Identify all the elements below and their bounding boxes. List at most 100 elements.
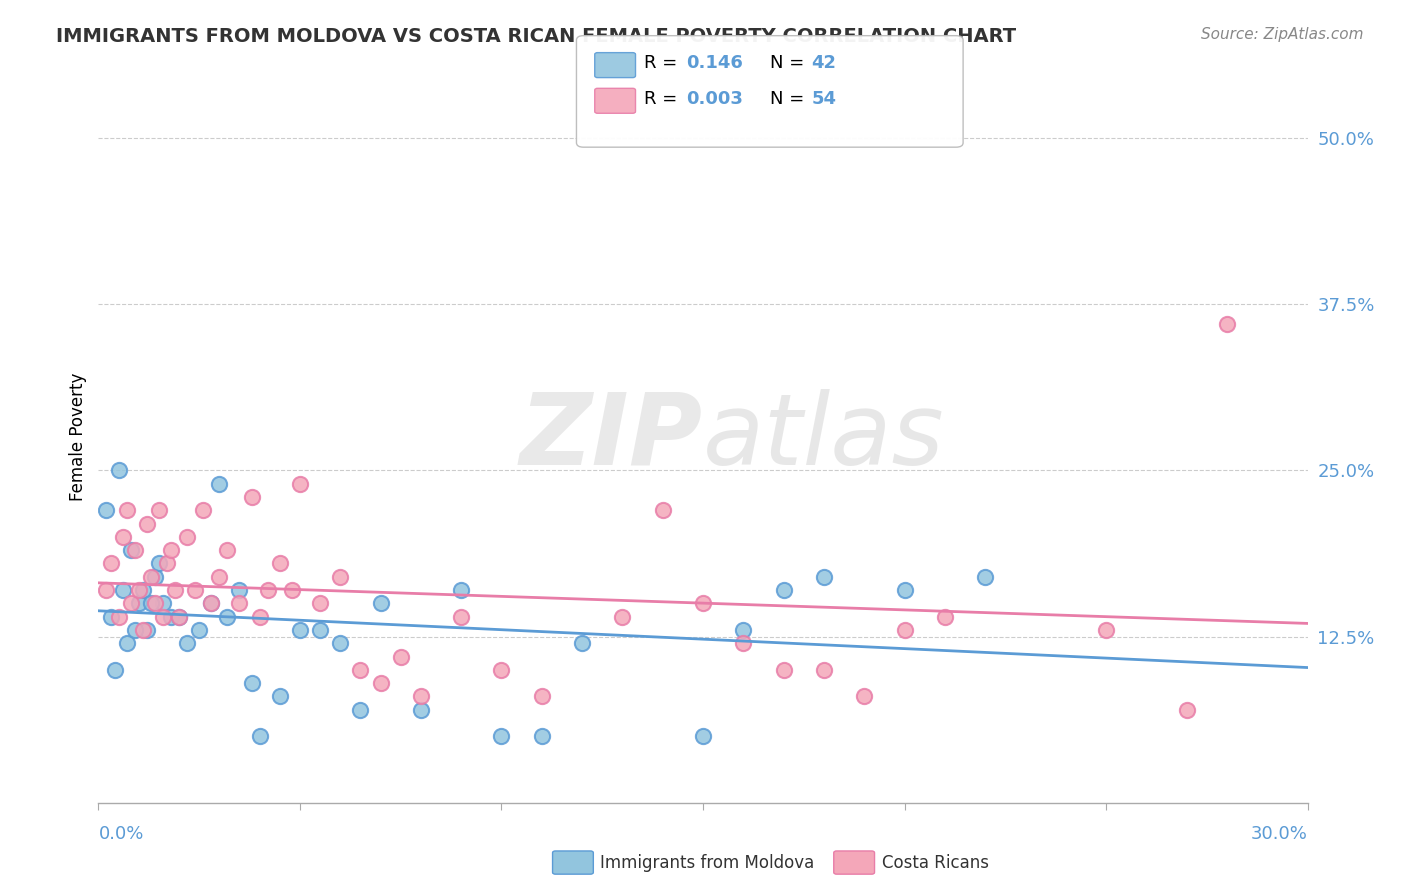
Text: 0.003: 0.003 xyxy=(686,90,742,108)
Point xyxy=(491,729,513,743)
Point xyxy=(450,609,472,624)
Point xyxy=(1095,623,1118,637)
Point xyxy=(148,557,170,571)
Point xyxy=(228,582,250,597)
Point xyxy=(124,623,146,637)
Point xyxy=(160,609,183,624)
Text: Costa Ricans: Costa Ricans xyxy=(882,854,988,871)
Point xyxy=(269,690,291,704)
Point xyxy=(228,596,250,610)
Point xyxy=(132,582,155,597)
Point xyxy=(208,476,231,491)
Point xyxy=(349,703,371,717)
Point xyxy=(100,557,122,571)
Y-axis label: Female Poverty: Female Poverty xyxy=(69,373,87,501)
Point xyxy=(184,582,207,597)
Point xyxy=(772,582,794,597)
Point xyxy=(692,729,714,743)
Point xyxy=(249,729,271,743)
Point xyxy=(1216,317,1239,331)
Point xyxy=(148,503,170,517)
Point xyxy=(893,623,915,637)
Text: Source: ZipAtlas.com: Source: ZipAtlas.com xyxy=(1201,27,1364,42)
Text: R =: R = xyxy=(644,54,683,72)
Point xyxy=(893,582,915,597)
Point xyxy=(309,623,332,637)
Point xyxy=(733,636,755,650)
Point xyxy=(389,649,412,664)
Point xyxy=(612,609,634,624)
Point xyxy=(120,596,142,610)
Text: 30.0%: 30.0% xyxy=(1251,825,1308,843)
Point xyxy=(152,609,174,624)
Point xyxy=(309,596,332,610)
Text: Immigrants from Moldova: Immigrants from Moldova xyxy=(600,854,814,871)
Point xyxy=(269,557,291,571)
Point xyxy=(167,609,190,624)
Text: IMMIGRANTS FROM MOLDOVA VS COSTA RICAN FEMALE POVERTY CORRELATION CHART: IMMIGRANTS FROM MOLDOVA VS COSTA RICAN F… xyxy=(56,27,1017,45)
Point xyxy=(135,516,157,531)
Point xyxy=(163,582,186,597)
Point xyxy=(107,463,129,477)
Point xyxy=(111,530,134,544)
Text: N =: N = xyxy=(770,90,810,108)
Point xyxy=(208,570,231,584)
Point xyxy=(132,623,155,637)
Point xyxy=(96,503,118,517)
Text: 0.146: 0.146 xyxy=(686,54,742,72)
Point xyxy=(156,557,179,571)
Point xyxy=(329,570,352,584)
Text: atlas: atlas xyxy=(703,389,945,485)
Text: 0.0%: 0.0% xyxy=(98,825,143,843)
Point xyxy=(329,636,352,650)
Point xyxy=(370,676,392,690)
Point xyxy=(143,596,166,610)
Point xyxy=(167,609,190,624)
Point xyxy=(409,690,432,704)
Point xyxy=(139,596,162,610)
Point xyxy=(370,596,392,610)
Point xyxy=(100,609,122,624)
Point xyxy=(143,570,166,584)
Point xyxy=(139,570,162,584)
Point xyxy=(128,596,150,610)
Point xyxy=(288,476,311,491)
Point xyxy=(853,690,876,704)
Point xyxy=(240,676,263,690)
Point xyxy=(188,623,211,637)
Point xyxy=(733,623,755,637)
Point xyxy=(974,570,997,584)
Point xyxy=(135,623,157,637)
Point xyxy=(530,690,553,704)
Point xyxy=(772,663,794,677)
Point xyxy=(111,582,134,597)
Point xyxy=(176,530,198,544)
Point xyxy=(240,490,263,504)
Point xyxy=(813,663,835,677)
Point xyxy=(200,596,222,610)
Point xyxy=(934,609,956,624)
Point xyxy=(96,582,118,597)
Point xyxy=(128,582,150,597)
Point xyxy=(120,543,142,558)
Text: 42: 42 xyxy=(811,54,837,72)
Text: ZIP: ZIP xyxy=(520,389,703,485)
Point xyxy=(651,503,673,517)
Point xyxy=(107,609,129,624)
Point xyxy=(813,570,835,584)
Point xyxy=(256,582,278,597)
Point xyxy=(124,543,146,558)
Text: R =: R = xyxy=(644,90,683,108)
Point xyxy=(249,609,271,624)
Point xyxy=(409,703,432,717)
Text: N =: N = xyxy=(770,54,810,72)
Point xyxy=(193,503,215,517)
Point xyxy=(176,636,198,650)
Point xyxy=(450,582,472,597)
Point xyxy=(1175,703,1198,717)
Point xyxy=(349,663,371,677)
Text: 54: 54 xyxy=(811,90,837,108)
Point xyxy=(160,543,183,558)
Point xyxy=(491,663,513,677)
Point xyxy=(571,636,593,650)
